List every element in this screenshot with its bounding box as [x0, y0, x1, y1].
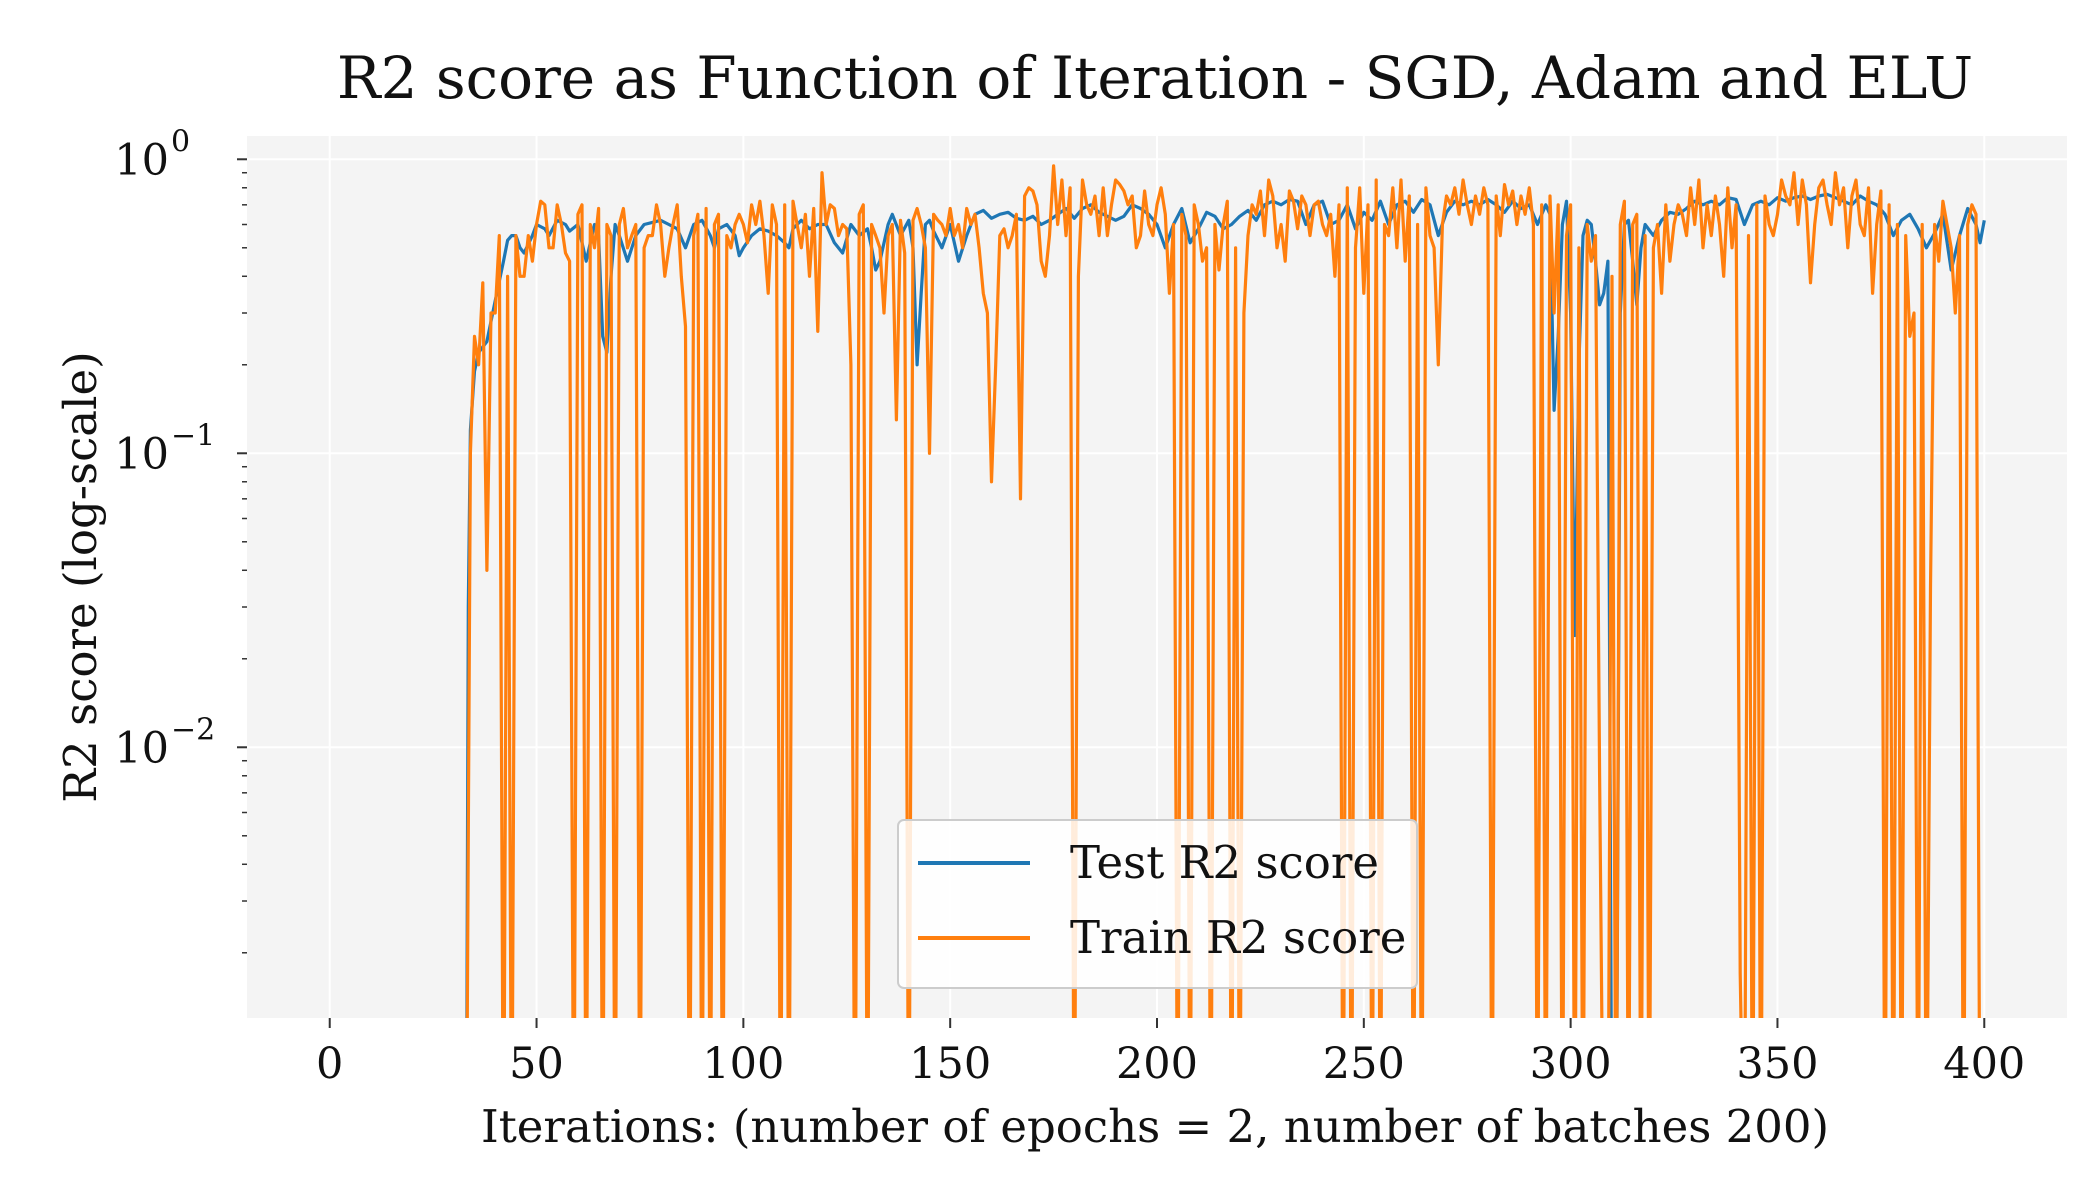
- y-tick-label: 10: [114, 135, 169, 185]
- x-tick-label: 200: [1116, 1039, 1198, 1089]
- x-tick-label: 0: [316, 1039, 343, 1089]
- y-axis-label: R2 score (log-scale): [54, 351, 107, 802]
- x-tick-label: 100: [702, 1039, 784, 1089]
- y-tick-label: 10: [114, 429, 169, 479]
- x-tick-label: 300: [1530, 1039, 1612, 1089]
- series-lines: [465, 164, 1986, 1018]
- y-tick-exponent: −1: [171, 418, 215, 453]
- x-tick-label: 150: [909, 1039, 991, 1089]
- series-line-train: [465, 164, 1981, 1018]
- x-tick-label: 350: [1736, 1039, 1818, 1089]
- y-tick-exponent: −2: [171, 712, 215, 747]
- chart-title: R2 score as Function of Iteration - SGD,…: [337, 44, 1973, 112]
- legend-label-train: Train R2 score: [1070, 911, 1406, 964]
- x-tick-label: 50: [509, 1039, 564, 1089]
- legend-label-test: Test R2 score: [1070, 836, 1379, 889]
- y-tick-exponent: 0: [171, 124, 190, 159]
- y-tick-label: 10: [114, 723, 169, 773]
- x-tick-label: 400: [1943, 1039, 2025, 1089]
- x-tick-label: 250: [1323, 1039, 1405, 1089]
- x-axis-label: Iterations: (number of epochs = 2, numbe…: [481, 1100, 1829, 1153]
- legend: Test R2 score Train R2 score: [897, 819, 1418, 989]
